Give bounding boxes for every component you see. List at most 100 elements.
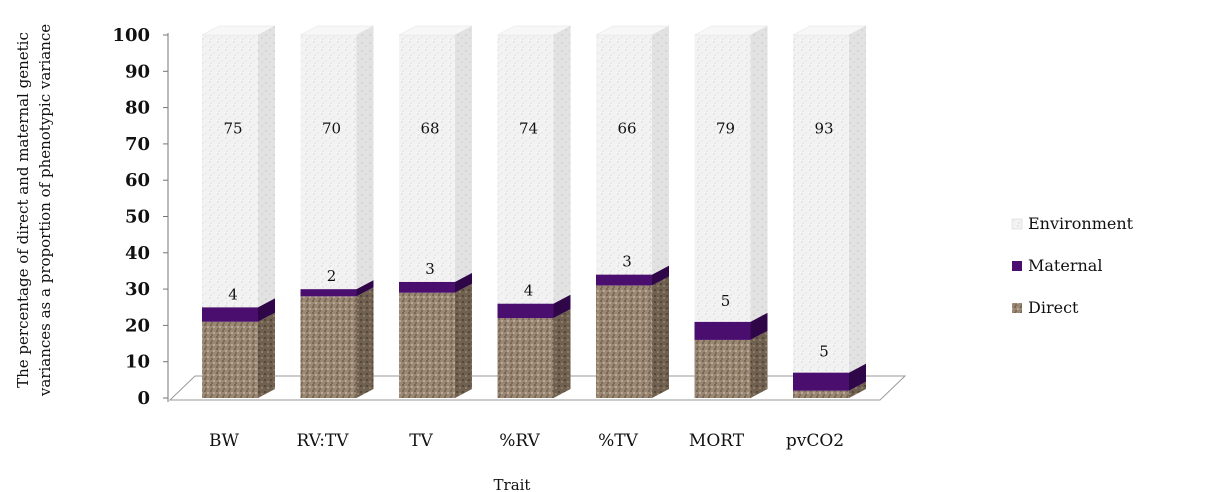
bar-segment-environment-top bbox=[694, 25, 768, 36]
y-axis-title-line: The percentage of direct and maternal ge… bbox=[14, 32, 32, 388]
bar-segment-environment-side bbox=[849, 26, 866, 373]
bar-segment-environment-top bbox=[595, 25, 670, 36]
bar-segment-direct-front bbox=[497, 318, 554, 398]
bar-segment-direct-front bbox=[793, 390, 849, 398]
bar-segment-direct-front bbox=[694, 339, 751, 398]
data-label-environment: 79 bbox=[716, 119, 735, 137]
bar-stack-bw bbox=[201, 25, 276, 398]
bar-segment-environment-side bbox=[553, 26, 571, 304]
bar-segment-direct-side bbox=[849, 381, 866, 398]
x-category-label: BW bbox=[209, 431, 239, 451]
data-label-maternal: 5 bbox=[819, 343, 829, 361]
bar-segment-environment-front bbox=[300, 35, 357, 290]
bar-stack-tv bbox=[398, 25, 473, 398]
bar-stack--tv bbox=[595, 25, 670, 398]
data-label-environment: 68 bbox=[420, 119, 439, 137]
data-label-environment: 93 bbox=[814, 119, 833, 137]
data-label-environment: 66 bbox=[617, 119, 636, 137]
data-label-maternal: 5 bbox=[721, 292, 731, 310]
x-category-label: MORT bbox=[689, 431, 745, 451]
bar-segment-maternal-front bbox=[497, 303, 554, 319]
y-tick-label: 40 bbox=[125, 243, 150, 264]
bar-segment-environment-top bbox=[497, 25, 571, 36]
legend-label-direct: Direct bbox=[1028, 298, 1079, 317]
bar-segment-direct-side bbox=[652, 276, 669, 398]
bar-segment-maternal-side bbox=[553, 294, 571, 319]
bar-segment-environment-top bbox=[201, 25, 276, 36]
bar-segment-maternal-side bbox=[750, 312, 768, 340]
legend-swatch-direct bbox=[1012, 303, 1022, 313]
bar-segment-environment-front bbox=[596, 35, 652, 275]
bar-segment-environment-side bbox=[258, 26, 275, 308]
data-label-environment: 75 bbox=[223, 119, 242, 137]
data-label-maternal: 3 bbox=[622, 253, 632, 271]
bar-segment-direct-front bbox=[300, 296, 357, 398]
x-category-label: RV:TV bbox=[296, 431, 349, 451]
bar-stack-mort bbox=[694, 25, 768, 398]
bar-segment-maternal-side bbox=[455, 272, 472, 293]
data-label-maternal: 3 bbox=[425, 260, 435, 278]
y-tick-label: 0 bbox=[137, 388, 150, 409]
legend-label-environment: Environment bbox=[1028, 214, 1134, 233]
y-tick-label: 30 bbox=[125, 279, 150, 300]
y-tick-label: 100 bbox=[112, 25, 150, 46]
bar-segment-direct-side bbox=[258, 312, 275, 398]
legend-item-maternal: Maternal bbox=[1012, 256, 1102, 275]
bar-segment-environment-front bbox=[793, 35, 849, 373]
data-label-maternal: 4 bbox=[524, 282, 534, 300]
x-category-label: %RV bbox=[499, 431, 540, 451]
legend-label-maternal: Maternal bbox=[1028, 256, 1102, 275]
bar-segment-maternal-front bbox=[399, 281, 455, 293]
bar-segment-maternal-front bbox=[202, 307, 258, 322]
bar-segment-environment-top bbox=[398, 25, 473, 36]
bar-segment-direct-side bbox=[455, 283, 472, 398]
bar-segment-direct-front bbox=[202, 321, 258, 398]
x-category-label: pvCO2 bbox=[786, 431, 844, 451]
bar-segment-maternal-front bbox=[694, 321, 751, 340]
bar-segment-environment-front bbox=[202, 35, 258, 308]
bar-segment-direct-side bbox=[750, 330, 768, 398]
bar-segment-environment-front bbox=[399, 35, 455, 282]
bar-stack-rv-tv bbox=[300, 25, 374, 398]
bar-segment-environment-top bbox=[300, 25, 374, 36]
bar-segment-environment-side bbox=[455, 26, 472, 282]
data-label-maternal: 2 bbox=[327, 267, 337, 285]
data-label-maternal: 4 bbox=[228, 285, 238, 303]
y-axis-title: The percentage of direct and maternal ge… bbox=[14, 24, 54, 397]
bar-segment-environment-side bbox=[750, 26, 768, 322]
y-axis-title-line: variances as a proportion of phenotypic … bbox=[36, 24, 54, 397]
x-category-label: %TV bbox=[598, 431, 638, 451]
y-tick-label: 10 bbox=[125, 352, 150, 373]
legend-swatch-environment bbox=[1011, 218, 1023, 230]
y-tick-label: 50 bbox=[125, 207, 150, 228]
x-category-label: TV bbox=[409, 431, 433, 451]
y-tick-label: 90 bbox=[125, 61, 150, 82]
bar-segment-maternal-front bbox=[596, 274, 652, 286]
x-axis-title: Trait bbox=[494, 476, 531, 492]
bar-stack-pvco2 bbox=[792, 25, 867, 398]
bar-segment-direct-side bbox=[553, 309, 571, 398]
legend-swatch-maternal bbox=[1012, 261, 1022, 271]
bar-segment-maternal-front bbox=[793, 372, 849, 391]
bar-segment-direct-front bbox=[596, 285, 652, 398]
data-label-environment: 74 bbox=[519, 119, 538, 137]
bar-segment-environment-front bbox=[497, 35, 554, 304]
legend-item-direct: Direct bbox=[1012, 298, 1079, 317]
bar-segment-maternal-front bbox=[300, 289, 357, 297]
bar-segment-environment-top bbox=[792, 25, 867, 36]
bar-segment-environment-front bbox=[694, 35, 751, 322]
bar-stack--rv bbox=[497, 25, 571, 398]
y-tick-label: 80 bbox=[125, 98, 150, 119]
y-tick-label: 60 bbox=[125, 170, 150, 191]
bar-segment-maternal-side bbox=[652, 265, 669, 286]
bar-segment-maternal-side bbox=[258, 298, 275, 322]
bar-segment-maternal-side bbox=[849, 363, 866, 391]
bar-segment-direct-front bbox=[399, 292, 455, 398]
y-tick-label: 70 bbox=[125, 134, 150, 155]
bar-segment-direct-side bbox=[356, 287, 374, 398]
legend-item-environment: Environment bbox=[1011, 214, 1134, 233]
bar-segment-environment-side bbox=[652, 26, 669, 275]
y-tick-label: 20 bbox=[125, 315, 150, 336]
data-label-environment: 70 bbox=[322, 119, 341, 137]
